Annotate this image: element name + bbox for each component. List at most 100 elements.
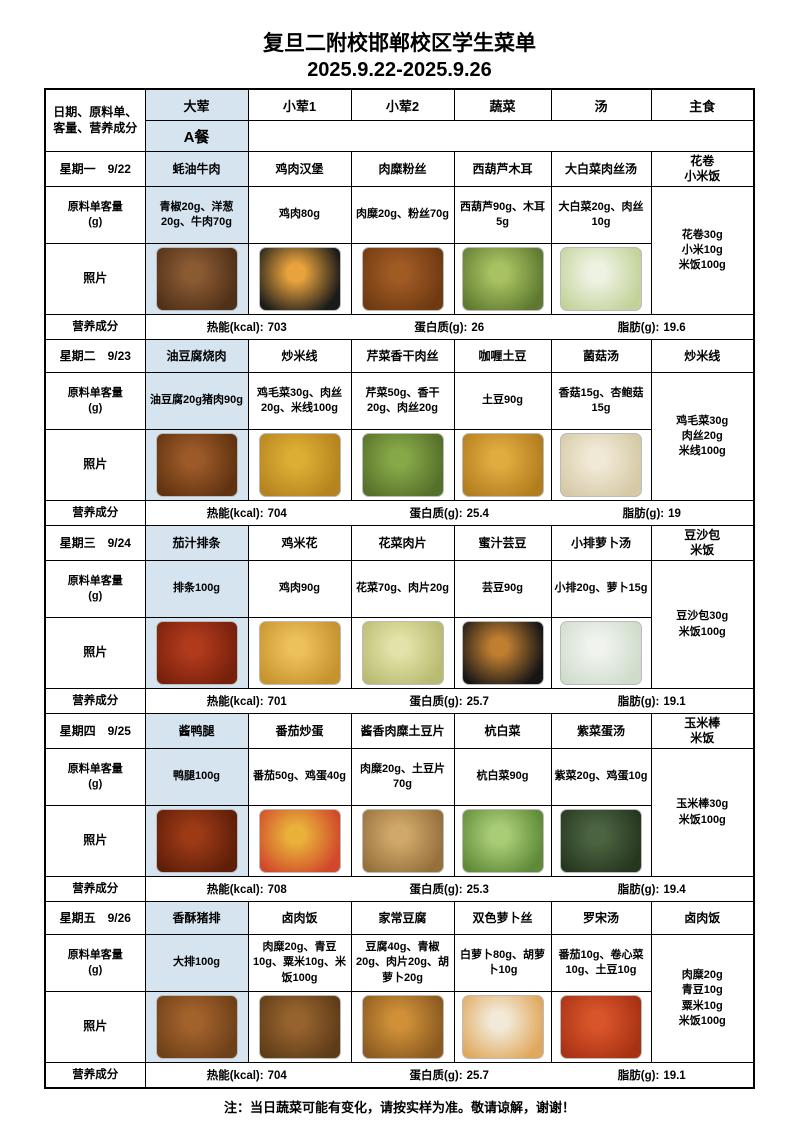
photo-cell xyxy=(453,991,552,1064)
food-photo xyxy=(560,995,642,1060)
food-photo xyxy=(560,433,642,498)
nutrition-protein: 蛋白质(g): 25.7 xyxy=(409,1070,489,1083)
ingredients-cell: 番茄10g、卷心菜10g、土豆10g xyxy=(550,934,652,993)
staple-ingredients-cell: 豆沙包30g 米饭100g xyxy=(650,560,755,690)
header-row: 日期、原料单、客量、营养成分 大荤 小荤1 小荤2 蔬菜 汤 主食 xyxy=(44,88,755,153)
dish-name: 酱鸭腿 xyxy=(144,713,249,750)
ingredients-cell: 花菜70g、肉片20g xyxy=(350,560,455,619)
nutrition-row-label: 营养成分 xyxy=(44,688,146,715)
photo-cell xyxy=(144,991,249,1064)
dish-name-staple: 豆沙包 米饭 xyxy=(650,525,755,562)
ingredients-row-label: 原料单客量 (g) xyxy=(44,748,146,807)
dish-name: 鸡米花 xyxy=(247,525,352,562)
food-photo xyxy=(155,995,238,1060)
day5-dish-row: 星期五 9/26 香酥猪排 卤肉饭 家常豆腐 双色萝卜丝 罗宋汤 卤肉饭 xyxy=(44,901,755,936)
dish-name: 茄汁排条 xyxy=(144,525,249,562)
food-photo xyxy=(258,995,341,1060)
day5-photo-row: 照片 xyxy=(44,991,754,1064)
photo-cell xyxy=(144,243,249,316)
photo-cell xyxy=(550,991,652,1064)
nutrition-values: 热能(kcal): 704 蛋白质(g): 25.4 脂肪(g): 19 xyxy=(144,500,755,527)
nutrition-protein: 蛋白质(g): 26 xyxy=(414,322,485,335)
dish-name: 紫菜蛋汤 xyxy=(550,713,652,750)
food-photo xyxy=(461,809,544,874)
day3-date: 9/24 xyxy=(107,535,131,550)
day2-name: 星期二 xyxy=(59,348,96,363)
column-header-dahun: 大荤 xyxy=(144,88,249,122)
meal-row-empty xyxy=(247,120,755,153)
photo-cell xyxy=(550,243,652,316)
food-photo xyxy=(361,247,444,312)
column-header-tang: 汤 xyxy=(550,88,652,122)
nutrition-row-label: 营养成分 xyxy=(44,500,146,527)
day1-dish-row: 星期一 9/22 蚝油牛肉 鸡肉汉堡 肉糜粉丝 西葫芦木耳 大白菜肉丝汤 花卷 小… xyxy=(44,151,755,188)
nutrition-values: 热能(kcal): 703 蛋白质(g): 26 脂肪(g): 19.6 xyxy=(144,314,755,341)
food-photo xyxy=(155,809,238,874)
nutrition-protein: 蛋白质(g): 25.3 xyxy=(409,884,489,897)
staple-ingredients-cell: 花卷30g 小米10g 米饭100g xyxy=(650,186,755,316)
nutrition-row-label: 营养成分 xyxy=(44,876,146,903)
ingredients-cell: 小排20g、萝卜15g xyxy=(550,560,652,619)
dish-name-staple: 卤肉饭 xyxy=(650,901,755,936)
day4-label: 星期四 9/25 xyxy=(44,713,146,750)
dish-name: 家常豆腐 xyxy=(350,901,455,936)
food-photo xyxy=(560,809,642,874)
ingredients-cell: 紫菜20g、鸡蛋10g xyxy=(550,748,652,807)
dish-name: 肉糜粉丝 xyxy=(350,151,455,188)
ingredients-cell: 大白菜20g、肉丝10g xyxy=(550,186,652,245)
photo-cell xyxy=(247,429,352,502)
dish-name-staple: 玉米棒 米饭 xyxy=(650,713,755,750)
day5-label: 星期五 9/26 xyxy=(44,901,146,936)
nutrition-energy: 热能(kcal): 703 xyxy=(206,322,287,335)
dish-name-staple: 花卷 小米饭 xyxy=(650,151,755,188)
photo-cell xyxy=(144,805,249,878)
food-photo xyxy=(560,621,642,686)
day5-nutrition-row: 营养成分 热能(kcal): 704 蛋白质(g): 25.7 脂肪(g): 19.1 xyxy=(44,1062,755,1089)
day2-date: 9/23 xyxy=(107,348,131,363)
dish-name: 蚝油牛肉 xyxy=(144,151,249,188)
day3-name: 星期三 xyxy=(59,535,96,550)
day1-label: 星期一 9/22 xyxy=(44,151,146,188)
dish-name: 西葫芦木耳 xyxy=(453,151,552,188)
nutrition-row-label: 营养成分 xyxy=(44,314,146,341)
day1-nutrition-row: 营养成分 热能(kcal): 703 蛋白质(g): 26 脂肪(g): 19.6 xyxy=(44,314,755,341)
dish-name: 酱香肉糜土豆片 xyxy=(350,713,455,750)
dish-name: 罗宋汤 xyxy=(550,901,652,936)
date-range: 2025.9.22-2025.9.26 xyxy=(307,59,492,82)
dish-name: 芹菜香干肉丝 xyxy=(350,339,455,374)
nutrition-fat: 脂肪(g): 19.4 xyxy=(617,884,686,897)
food-photo xyxy=(361,995,444,1060)
staple-ingredients-cell: 肉糜20g 青豆10g 粟米10g 米饭100g xyxy=(650,934,755,1064)
day2-ingredients-row: 原料单客量 (g) 油豆腐20g猪肉90g 鸡毛菜30g、肉丝20g、米线100… xyxy=(44,372,755,502)
food-photo xyxy=(361,621,444,686)
dish-name: 菌菇汤 xyxy=(550,339,652,374)
day4-date: 9/25 xyxy=(107,723,131,738)
photo-row-label: 照片 xyxy=(44,617,146,690)
ingredients-cell: 鸭腿100g xyxy=(144,748,249,807)
nutrition-protein: 蛋白质(g): 25.4 xyxy=(409,508,489,521)
day2-label: 星期二 9/23 xyxy=(44,339,146,374)
ingredients-cell: 豆腐40g、青椒20g、肉片20g、胡萝卜20g xyxy=(350,934,455,993)
day4-ingredients-row: 原料单客量 (g) 鸭腿100g 番茄50g、鸡蛋40g 肉糜20g、土豆片70… xyxy=(44,748,755,878)
ingredients-cell: 芸豆90g xyxy=(453,560,552,619)
photo-cell xyxy=(247,617,352,690)
photo-cell xyxy=(453,617,552,690)
food-photo xyxy=(155,433,238,498)
ingredients-cell: 排条100g xyxy=(144,560,249,619)
dish-name: 油豆腐烧肉 xyxy=(144,339,249,374)
day1-ingredients-row: 原料单客量 (g) 青椒20g、洋葱20g、牛肉70g 鸡肉80g 肉糜20g、… xyxy=(44,186,755,316)
nutrition-values: 热能(kcal): 704 蛋白质(g): 25.7 脂肪(g): 19.1 xyxy=(144,1062,755,1089)
food-photo xyxy=(155,621,238,686)
day4-nutrition-row: 营养成分 热能(kcal): 708 蛋白质(g): 25.3 脂肪(g): 19.4 xyxy=(44,876,755,903)
ingredients-row-label: 原料单客量 (g) xyxy=(44,186,146,245)
day1-name: 星期一 xyxy=(59,161,96,176)
dish-name: 鸡肉汉堡 xyxy=(247,151,352,188)
ingredients-cell: 油豆腐20g猪肉90g xyxy=(144,372,249,431)
corner-header: 日期、原料单、客量、营养成分 xyxy=(44,88,146,153)
food-photo xyxy=(560,247,642,312)
dish-name: 番茄炒蛋 xyxy=(247,713,352,750)
dish-name: 杭白菜 xyxy=(453,713,552,750)
photo-cell xyxy=(350,991,455,1064)
dish-name: 花菜肉片 xyxy=(350,525,455,562)
